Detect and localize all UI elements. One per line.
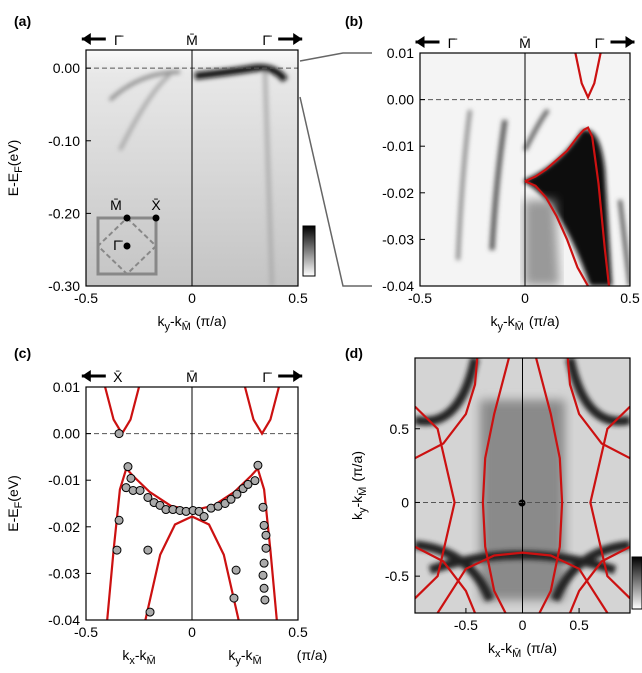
x-tick-label: 0 — [188, 290, 196, 306]
colorbar — [303, 226, 315, 276]
panel-label: (d) — [345, 345, 363, 361]
arrow-head — [82, 370, 91, 382]
y-tick-label: -0.01 — [382, 138, 414, 154]
axis-label-part: E-E — [5, 173, 21, 196]
symmetry-point-label: M̄ — [186, 369, 198, 385]
y-tick-label: 0.00 — [387, 92, 414, 108]
axis-label-part: (π/a) — [526, 640, 557, 656]
axis-label: ky-kM̄(π/a) — [490, 313, 559, 333]
axis-label: ky-kM̄(π/a) — [157, 313, 226, 333]
data-point — [260, 521, 268, 529]
symmetry-point-label: M̄ — [519, 35, 531, 51]
x-tick-label: 0 — [521, 290, 529, 306]
inset-label: M̄ — [110, 197, 122, 213]
y-tick-label: -0.04 — [48, 612, 80, 628]
symmetry-point-label: Γ̄ — [114, 32, 124, 48]
axis-label-part: M̄ — [147, 654, 156, 667]
x-tick-label: 0 — [519, 617, 527, 633]
symmetry-point-label: Γ̄ — [262, 32, 272, 48]
data-point — [230, 594, 238, 602]
data-point — [113, 546, 121, 554]
y-tick-label: -0.01 — [48, 472, 80, 488]
curve — [245, 387, 279, 434]
axis-label: kx-kM̄ — [122, 647, 155, 667]
data-point — [115, 516, 123, 524]
x-tick-label: 0 — [188, 624, 196, 640]
data-point — [124, 463, 132, 471]
axis-label-part: (eV) — [5, 140, 21, 166]
x-tick-label: 0.5 — [288, 624, 308, 640]
figure: M̄ X̄ Γ̄ (a) -0.5 0 0.5 0.00 -0.10 -0.20 -0.30 Γ… — [0, 0, 642, 673]
data-point — [127, 474, 135, 482]
data-point — [261, 596, 269, 604]
x-tick-label: 0.5 — [569, 617, 589, 633]
y-tick-label: -0.5 — [385, 568, 409, 584]
arrow-head — [82, 33, 91, 45]
axis-unit: (π/a) — [297, 647, 328, 663]
x-tick-label: 0.5 — [288, 290, 308, 306]
data-point — [232, 566, 240, 574]
axis-label: ky-kM̄(π/a) — [349, 451, 369, 520]
curve — [105, 387, 139, 434]
y-tick-label: 0.01 — [53, 379, 80, 395]
y-tick-label: -0.02 — [382, 185, 414, 201]
data-point — [115, 430, 123, 438]
x-tick-label: -0.5 — [454, 617, 478, 633]
panel-label: (c) — [14, 345, 31, 361]
arrow-head — [293, 370, 302, 382]
symmetry-point-label: M̄ — [186, 32, 198, 48]
axis-label-part: M̄ — [512, 647, 521, 660]
y-tick-label: -0.02 — [48, 519, 80, 535]
y-tick-label: 0.01 — [387, 45, 414, 61]
axis-label: E-EF(eV) — [5, 140, 25, 197]
data-point — [251, 477, 259, 485]
y-tick-label: -0.30 — [48, 278, 80, 294]
axis-label-part: M̄ — [356, 487, 369, 496]
y-tick-label: 0.00 — [53, 60, 80, 76]
data-point — [259, 503, 267, 511]
axis-label-part: M̄ — [515, 320, 524, 333]
symmetry-point-label: Γ̄ — [448, 35, 458, 51]
y-tick-label: 0 — [401, 494, 409, 510]
colorbar — [632, 557, 642, 609]
connector — [300, 53, 372, 61]
symmetry-point-label: Γ̄ — [262, 369, 272, 385]
symmetry-point-label: Γ̄ — [595, 35, 605, 51]
y-tick-label: -0.10 — [48, 133, 80, 149]
inset-label: X̄ — [151, 197, 161, 213]
y-tick-label: -0.03 — [382, 231, 414, 247]
data-point — [146, 608, 154, 616]
arrow-head — [416, 36, 425, 48]
axis-label-part: (eV) — [5, 475, 21, 501]
axis-label: ky-kM̄ — [228, 647, 261, 667]
axis-label-part: (π/a) — [349, 451, 365, 482]
axis-label-part: M̄ — [253, 654, 262, 667]
symmetry-point-label: X̄ — [113, 369, 123, 385]
x-tick-label: 0.5 — [620, 290, 640, 306]
y-tick-label: -0.04 — [382, 278, 414, 294]
data-point — [200, 513, 208, 521]
data-point — [260, 559, 268, 567]
data-point — [262, 531, 270, 539]
data-point — [259, 571, 267, 579]
data-point — [260, 584, 268, 592]
y-tick-label: 0.5 — [390, 421, 410, 437]
data-point — [254, 461, 262, 469]
y-tick-label: -0.20 — [48, 205, 80, 221]
data-point — [262, 544, 270, 552]
axis-label-part: (π/a) — [196, 313, 227, 329]
axis-label-part: M̄ — [182, 320, 191, 333]
data-point — [136, 486, 144, 494]
axis-label-part: (π/a) — [529, 313, 560, 329]
axis-label: E-EF(eV) — [5, 475, 25, 532]
y-tick-label: -0.03 — [48, 565, 80, 581]
panel-label: (a) — [14, 13, 31, 29]
data-point — [144, 546, 152, 554]
axis-label: kx-kM̄(π/a) — [488, 640, 557, 660]
y-tick-label: 0.00 — [53, 426, 80, 442]
arrow-head — [626, 36, 635, 48]
arrow-head — [293, 33, 302, 45]
panel-label: (b) — [345, 13, 363, 29]
axis-label-part: E-E — [5, 508, 21, 531]
